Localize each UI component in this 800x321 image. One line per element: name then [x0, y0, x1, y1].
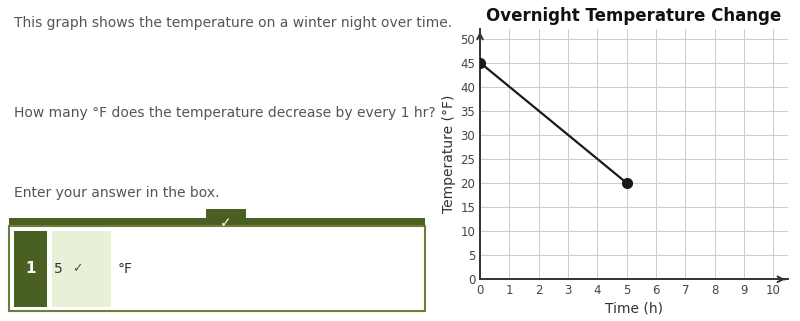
Text: °F: °F	[118, 262, 133, 276]
Title: Overnight Temperature Change: Overnight Temperature Change	[486, 6, 782, 25]
Bar	[9, 226, 425, 311]
Y-axis label: Temperature (°F): Temperature (°F)	[442, 95, 456, 213]
Bar	[9, 218, 425, 228]
Text: How many °F does the temperature decrease by every 1 hr?: How many °F does the temperature decreas…	[14, 106, 435, 120]
Text: 1: 1	[26, 261, 36, 276]
Bar	[206, 209, 246, 237]
Text: This graph shows the temperature on a winter night over time.: This graph shows the temperature on a wi…	[14, 16, 452, 30]
Bar	[14, 231, 47, 307]
Bar	[52, 231, 110, 307]
Text: ✓: ✓	[220, 216, 232, 230]
X-axis label: Time (h): Time (h)	[605, 301, 663, 315]
Text: ✓: ✓	[72, 262, 83, 275]
Text: Enter your answer in the box.: Enter your answer in the box.	[14, 186, 219, 200]
Text: 5: 5	[54, 262, 63, 276]
